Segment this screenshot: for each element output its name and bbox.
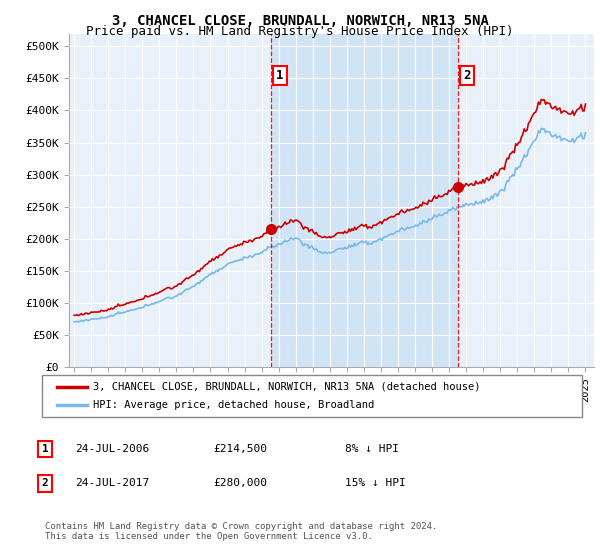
Text: 2: 2 xyxy=(464,69,471,82)
Text: 24-JUL-2017: 24-JUL-2017 xyxy=(75,478,149,488)
Text: 1: 1 xyxy=(276,69,284,82)
Bar xyxy=(271,34,458,367)
Text: £214,500: £214,500 xyxy=(213,444,267,454)
Text: £280,000: £280,000 xyxy=(213,478,267,488)
Text: Price paid vs. HM Land Registry's House Price Index (HPI): Price paid vs. HM Land Registry's House … xyxy=(86,25,514,38)
Text: 24-JUL-2006: 24-JUL-2006 xyxy=(75,444,149,454)
Text: 8% ↓ HPI: 8% ↓ HPI xyxy=(345,444,399,454)
Text: HPI: Average price, detached house, Broadland: HPI: Average price, detached house, Broa… xyxy=(93,400,374,410)
Text: 15% ↓ HPI: 15% ↓ HPI xyxy=(345,478,406,488)
Text: 3, CHANCEL CLOSE, BRUNDALL, NORWICH, NR13 5NA (detached house): 3, CHANCEL CLOSE, BRUNDALL, NORWICH, NR1… xyxy=(93,382,481,392)
Text: 2: 2 xyxy=(41,478,49,488)
Text: 3, CHANCEL CLOSE, BRUNDALL, NORWICH, NR13 5NA: 3, CHANCEL CLOSE, BRUNDALL, NORWICH, NR1… xyxy=(112,14,488,28)
Text: 1: 1 xyxy=(41,444,49,454)
Text: Contains HM Land Registry data © Crown copyright and database right 2024.
This d: Contains HM Land Registry data © Crown c… xyxy=(45,522,437,542)
